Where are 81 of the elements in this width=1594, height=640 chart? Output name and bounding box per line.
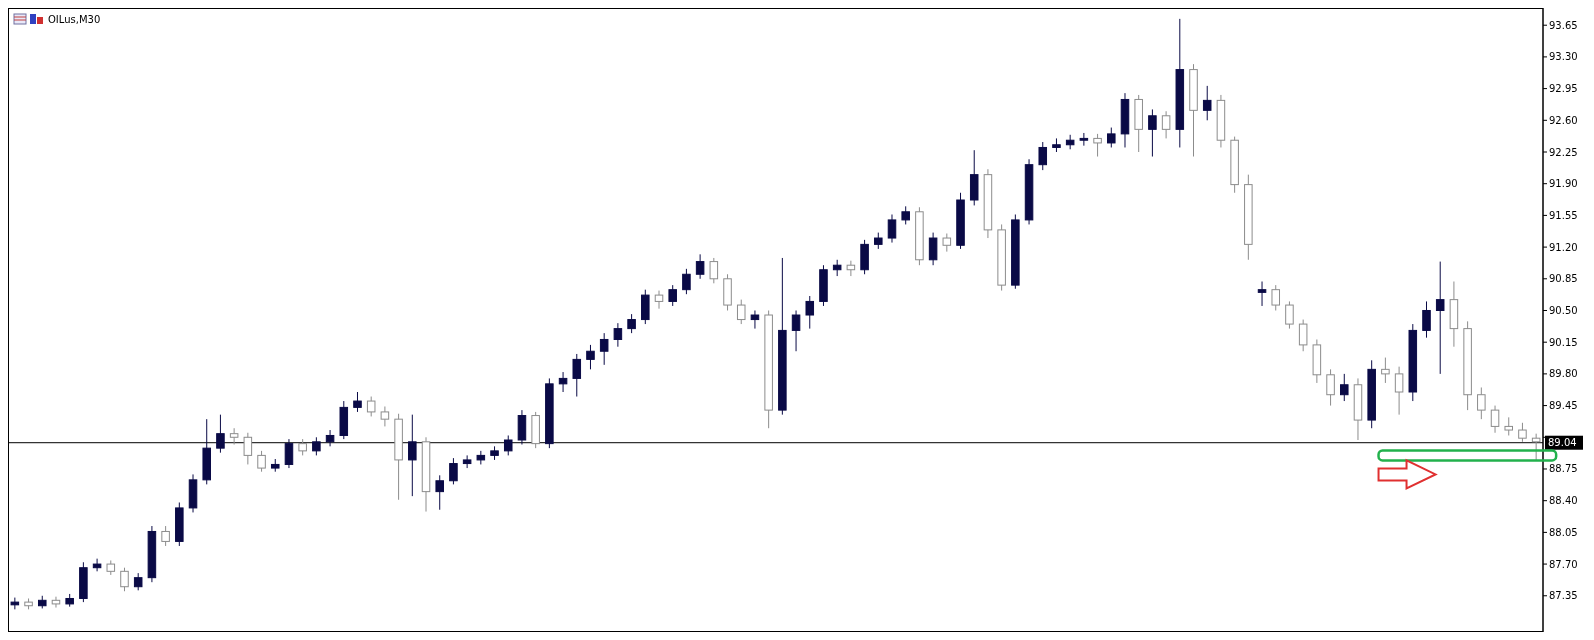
candlestick: [1422, 300, 1431, 339]
candlestick: [572, 353, 582, 398]
candlestick: [1326, 368, 1335, 407]
candlestick: [586, 344, 595, 370]
candlestick: [229, 427, 239, 446]
candlestick: [353, 391, 362, 413]
y-tick-label: 88.05: [1549, 526, 1578, 538]
candlestick: [1435, 261, 1445, 375]
candlestick: [284, 438, 294, 469]
candlestick: [791, 309, 801, 352]
candlestick: [1257, 281, 1267, 307]
candlestick: [901, 205, 910, 225]
candlestick: [503, 434, 513, 456]
candlestick: [599, 332, 609, 366]
candlestick: [1107, 127, 1116, 148]
y-tick-label: 92.25: [1549, 146, 1578, 158]
candlestick: [750, 309, 760, 330]
candlestick: [408, 414, 417, 497]
candlestick: [1518, 422, 1527, 443]
candlestick: [92, 558, 102, 572]
y-tick-label: 87.35: [1549, 590, 1578, 602]
y-tick-label: 90.85: [1549, 273, 1578, 285]
candlestick: [736, 299, 746, 325]
candlestick: [1531, 433, 1541, 461]
candlestick: [312, 436, 321, 456]
candlestick: [449, 457, 458, 485]
candlestick: [1298, 319, 1308, 352]
candlestick: [1285, 300, 1294, 330]
candlestick: [1093, 133, 1102, 158]
candlestick: [846, 260, 856, 277]
candlestick: [805, 295, 815, 330]
candlestick: [1504, 416, 1514, 436]
candlestick: [1038, 141, 1048, 171]
y-tick-label: 89.80: [1549, 368, 1578, 380]
candlestick: [928, 232, 938, 266]
y-tick-label: 91.90: [1549, 178, 1578, 190]
candlestick: [942, 233, 952, 253]
candlestick: [1079, 132, 1089, 147]
candlestick: [1394, 366, 1404, 416]
y-tick-label: 88.75: [1549, 463, 1578, 475]
candlestick: [1161, 110, 1171, 139]
candlestick: [682, 268, 691, 295]
y-tick-label: 89.45: [1549, 400, 1578, 412]
candlestick: [51, 596, 61, 609]
ref-line-label: 89.04: [1548, 437, 1577, 449]
y-tick-label: 87.70: [1549, 558, 1578, 570]
candlestick: [1490, 405, 1500, 434]
candlestick: [627, 313, 636, 334]
candlestick: [10, 597, 20, 610]
candlestick: [325, 429, 335, 447]
candlestick: [462, 454, 472, 469]
candlestick: [435, 474, 444, 511]
candlestick: [366, 396, 376, 417]
y-tick-label: 90.50: [1549, 304, 1578, 316]
candlestick: [257, 450, 266, 473]
text: OILus,M30: [48, 14, 101, 25]
candlestick: [613, 322, 623, 348]
candlestick: [243, 432, 253, 465]
candlestick: [709, 257, 719, 284]
y-tick-label: 90.15: [1549, 336, 1578, 348]
candlestick: [1202, 85, 1212, 121]
candlestick: [1271, 284, 1281, 311]
y-tick-label: 91.20: [1549, 241, 1578, 253]
y-tick-label: 91.55: [1549, 209, 1578, 221]
y-tick-label: 92.95: [1549, 83, 1578, 95]
candlestick: [1477, 386, 1486, 420]
candlestick: [120, 567, 129, 592]
candlestick: [654, 290, 664, 310]
candlestick: [887, 213, 897, 244]
candlestick: [161, 525, 170, 547]
candlestick: [216, 414, 225, 454]
candlestick: [380, 405, 390, 427]
candlestick: [1381, 357, 1390, 384]
y-tick-label: 88.40: [1549, 495, 1578, 507]
candlestick: [1148, 108, 1157, 158]
candlestick: [695, 253, 705, 280]
y-tick-label: 93.30: [1549, 51, 1578, 63]
y-tick-label: 92.60: [1549, 114, 1578, 126]
candlestick: [1340, 373, 1349, 402]
y-tick-label: 93.65: [1549, 19, 1578, 31]
candlestick: [668, 284, 677, 307]
